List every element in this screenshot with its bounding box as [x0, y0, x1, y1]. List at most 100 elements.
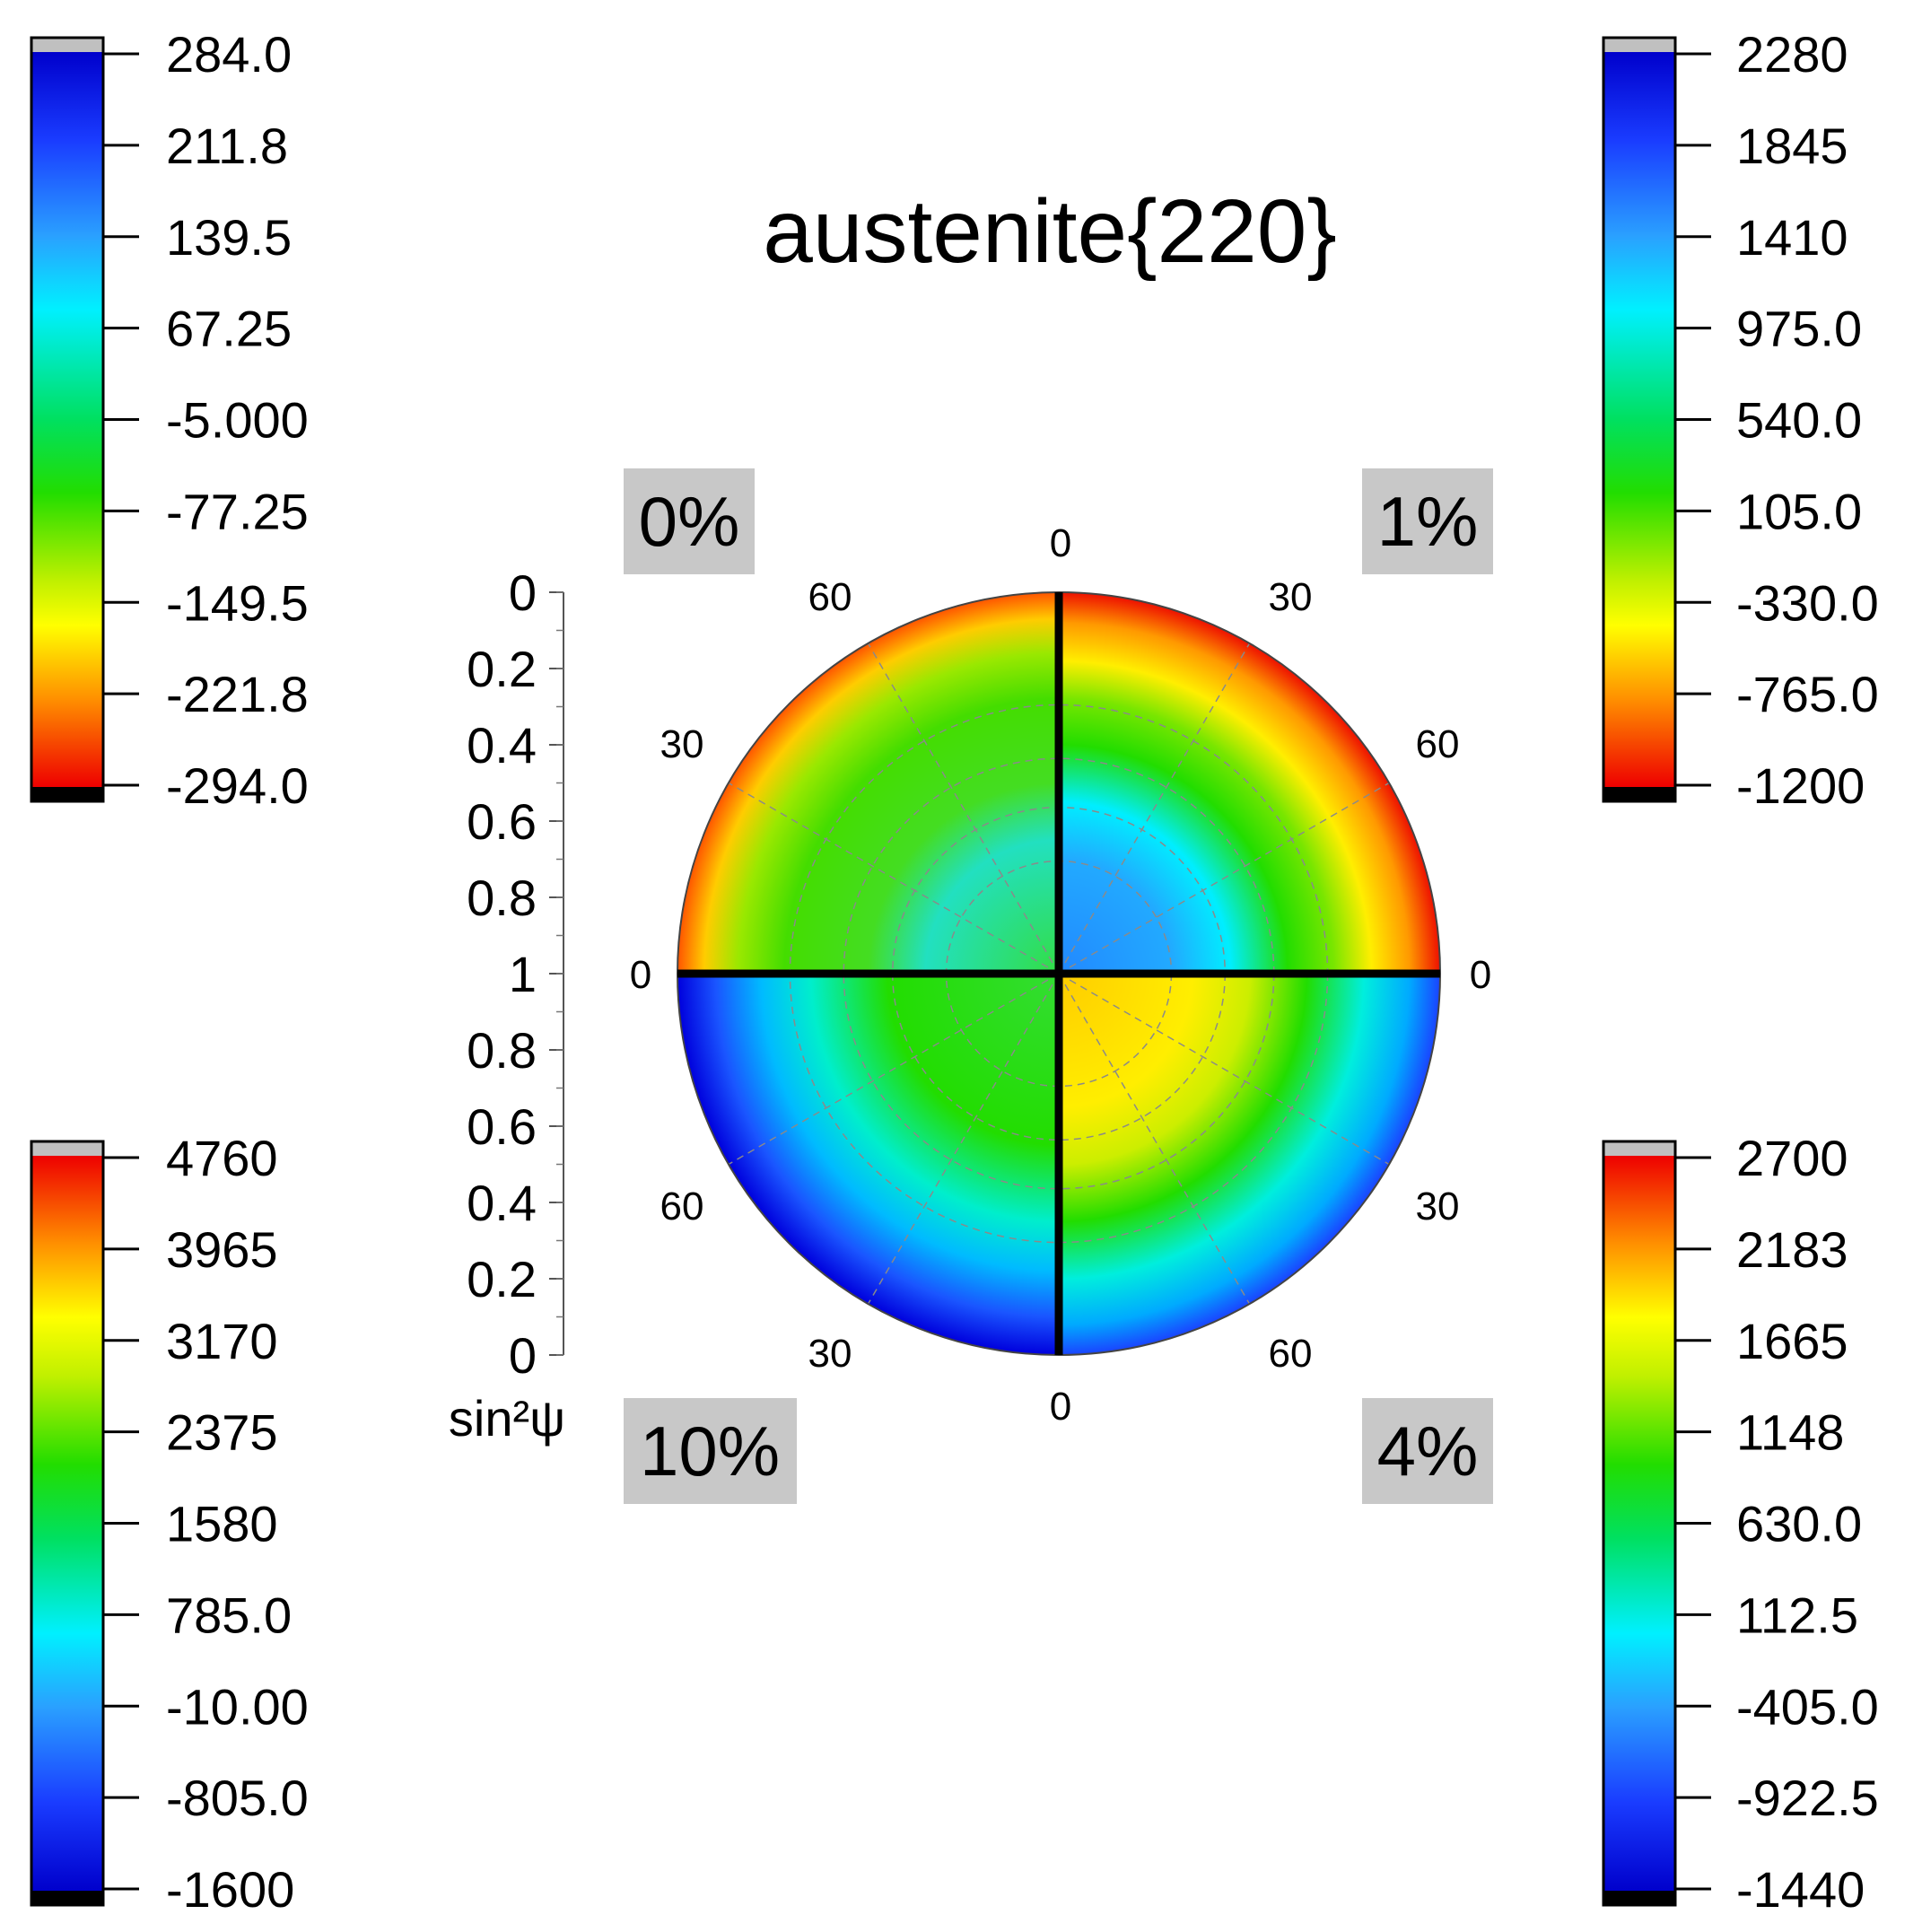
angle-label-lower-right-inner: 60 — [1269, 1332, 1313, 1376]
colorbar-gradient — [1603, 52, 1675, 787]
radial-axis-tick-label: 0 — [509, 564, 537, 621]
angle-labels: 0 0 0 0 60 30 30 60 60 30 30 60 — [630, 521, 1491, 1429]
colorbar-cap-top — [31, 38, 103, 52]
colorbar-tick-label: -805.0 — [166, 1770, 309, 1826]
radial-axis-tick-label: 0.2 — [467, 1251, 537, 1307]
angle-label-upper-left-inner: 30 — [660, 722, 704, 766]
quadrant-label-1pct: 1% — [1362, 468, 1493, 574]
colorbar-tick-label: -1200 — [1736, 757, 1865, 814]
polar-grid-spoke — [1058, 782, 1390, 975]
polar-grid-spoke — [728, 973, 1060, 1166]
colorbar-tick-label: 785.0 — [166, 1587, 292, 1643]
colorbar-tick-label: 1665 — [1736, 1313, 1848, 1369]
quadrant-label-text: 4% — [1377, 1412, 1479, 1491]
radial-axis-tick-label: 0.4 — [467, 1175, 537, 1231]
radial-axis: sin²ψ 0 0.2 0.4 0.6 0.8 1 0.8 0.6 0.4 0.2 0 — [449, 564, 565, 1447]
colorbar-tick-label: 1410 — [1736, 209, 1848, 266]
polar-plot — [677, 591, 1441, 1356]
angle-label-right: 0 — [1470, 953, 1491, 997]
colorbar-tick-label: -294.0 — [166, 757, 309, 814]
polar-grid-spoke — [867, 973, 1060, 1305]
angle-label-lower-right-outer: 30 — [1416, 1185, 1460, 1228]
colorbar-tick-label: 211.8 — [166, 118, 288, 174]
colorbar-cap-bottom — [1603, 787, 1675, 801]
colorbar-tick-label: 1148 — [1736, 1404, 1844, 1461]
colorbar-tick-label: -77.25 — [166, 483, 309, 539]
colorbar-gradient — [31, 52, 103, 787]
radial-axis-tick-label: 0.6 — [467, 1098, 537, 1155]
quadrant-label-text: 10% — [640, 1412, 780, 1491]
colorbar-cap-top — [31, 1141, 103, 1156]
colorbar-tick-label: 2183 — [1736, 1221, 1848, 1278]
colorbar-tick-label: 67.25 — [166, 301, 292, 357]
colorbar-tick-label: 4760 — [166, 1130, 278, 1186]
radial-axis-tick-label: 0.8 — [467, 870, 537, 926]
colorbar-top-left: 284.0 211.8 139.5 67.25 -5.000 -77.25 -149.5 -2… — [30, 26, 309, 814]
colorbar-tick-label: -1440 — [1736, 1861, 1865, 1918]
quadrant-fill-1pct — [1059, 592, 1440, 974]
angle-label-bottom: 0 — [1050, 1385, 1071, 1429]
quadrant-label-4pct: 4% — [1362, 1398, 1493, 1504]
colorbar-tick-label: -330.0 — [1736, 574, 1879, 631]
polar-grid-spoke — [1058, 973, 1390, 1166]
polar-grid-spoke — [1058, 643, 1251, 975]
radial-axis-tick-label: 0 — [509, 1327, 537, 1384]
angle-label-upper-left-outer: 60 — [808, 575, 852, 619]
colorbar-gradient — [31, 1156, 103, 1891]
quadrant-label-0pct: 0% — [624, 468, 755, 574]
colorbar-gradient — [1603, 1156, 1675, 1891]
chart-title: austenite{220} — [763, 181, 1337, 282]
angle-label-lower-left-inner: 30 — [808, 1332, 852, 1376]
colorbar-tick-label: 2375 — [166, 1404, 278, 1461]
angle-label-upper-right-inner: 60 — [1416, 722, 1460, 766]
colorbar-tick-label: -221.8 — [166, 666, 309, 722]
angle-label-left: 0 — [630, 953, 651, 997]
colorbar-cap-top — [1603, 38, 1675, 52]
colorbar-tick-label: 2280 — [1736, 26, 1848, 83]
colorbar-tick-label: -10.00 — [166, 1678, 309, 1735]
quadrant-fill-10pct — [677, 974, 1059, 1355]
polar-grid-spoke — [728, 782, 1060, 975]
colorbar-tick-label: 540.0 — [1736, 392, 1862, 449]
colorbar-cap-bottom — [31, 787, 103, 801]
colorbar-tick-label: -149.5 — [166, 574, 309, 631]
radial-axis-tick-label: 0.8 — [467, 1022, 537, 1079]
colorbar-bottom-right: 2700 2183 1665 1148 630.0 112.5 -405.0 -922.5 -1… — [1602, 1130, 1879, 1918]
colorbar-bottom-left: 4760 3965 3170 2375 1580 785.0 -10.00 -805.0 -16… — [30, 1130, 309, 1918]
quadrant-label-text: 1% — [1377, 482, 1479, 561]
colorbar-tick-label: 630.0 — [1736, 1496, 1862, 1552]
radial-axis-tick-label: 0.2 — [467, 641, 537, 697]
radial-axis-tick-label: 1 — [509, 946, 537, 1002]
colorbar-tick-label: 1580 — [166, 1496, 278, 1552]
colorbar-tick-label: 284.0 — [166, 26, 292, 83]
polar-grid-spoke — [1058, 973, 1251, 1305]
colorbar-cap-bottom — [1603, 1891, 1675, 1905]
colorbar-tick-label: 3965 — [166, 1221, 278, 1278]
angle-label-lower-left-outer: 60 — [660, 1185, 704, 1228]
polar-grid-spoke — [867, 643, 1060, 975]
radial-axis-tick-label: 0.6 — [467, 793, 537, 850]
quadrant-fill-0pct — [677, 592, 1059, 974]
colorbar-tick-label: -5.000 — [166, 392, 309, 449]
colorbar-tick-label: 1845 — [1736, 118, 1848, 174]
quadrant-label-text: 0% — [639, 482, 740, 561]
radial-axis-label: sin²ψ — [449, 1390, 565, 1447]
colorbar-tick-label: 105.0 — [1736, 483, 1862, 539]
colorbar-cap-bottom — [31, 1891, 103, 1905]
colorbar-tick-label: -405.0 — [1736, 1678, 1879, 1735]
colorbar-top-right: 2280 1845 1410 975.0 540.0 105.0 -330.0 -765.0 -… — [1602, 26, 1879, 814]
colorbar-tick-label: -1600 — [166, 1861, 294, 1918]
quadrant-fill-4pct — [1059, 974, 1440, 1355]
colorbar-tick-label: -922.5 — [1736, 1770, 1879, 1826]
colorbar-tick-label: -765.0 — [1736, 666, 1879, 722]
colorbar-tick-label: 112.5 — [1736, 1587, 1858, 1643]
radial-axis-tick-label: 0.4 — [467, 717, 537, 774]
quadrant-label-10pct: 10% — [624, 1398, 797, 1504]
colorbar-cap-top — [1603, 1141, 1675, 1156]
angle-label-upper-right-outer: 30 — [1269, 575, 1313, 619]
colorbar-tick-label: 975.0 — [1736, 301, 1862, 357]
colorbar-tick-label: 2700 — [1736, 1130, 1848, 1186]
angle-label-top: 0 — [1050, 521, 1071, 565]
colorbar-tick-label: 3170 — [166, 1313, 278, 1369]
